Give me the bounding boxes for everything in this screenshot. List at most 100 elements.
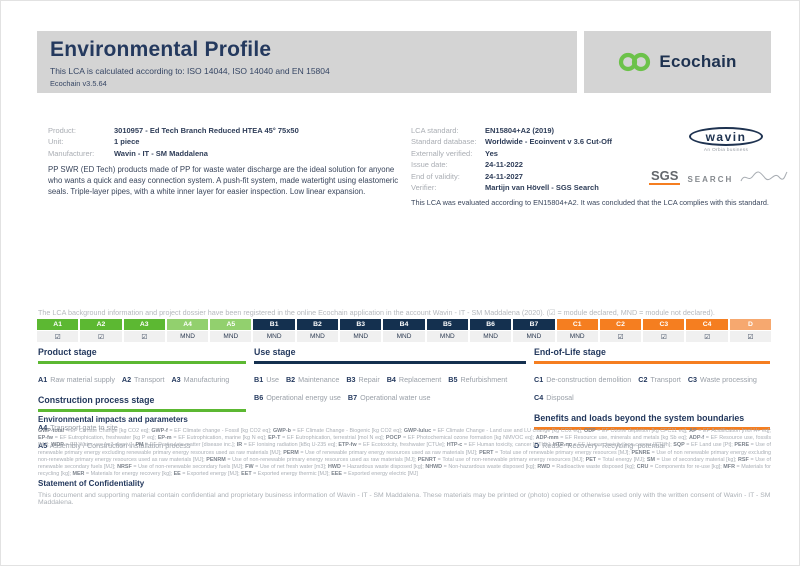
stage-item-C2: C2 Transport <box>638 375 681 384</box>
module-cell-D: D <box>729 319 772 330</box>
lca-info-row: Issue date: 24-11-2022 <box>411 159 612 170</box>
lca-info-label: Verifier: <box>411 183 437 193</box>
module-cell-A5: A5 <box>210 319 252 330</box>
product-info-value: 1 piece <box>114 137 140 147</box>
wavin-logo-text: wavin <box>705 129 747 144</box>
module-cell-B6: B6 <box>469 319 512 330</box>
module-status-row: ☑ ☑ ☑ MND MND MND MND MND MND MND MND MND MND ☑ ☑ ☑ ☑ <box>37 331 772 342</box>
lca-info-row: LCA standard: EN15804+A2 (2019) <box>411 125 612 136</box>
stage-items: B1 Use B2 Maintenance B3 Repair B4 Replacem… <box>254 369 526 405</box>
stage-item-A2: A2 Transport <box>121 375 165 384</box>
module-cell-C4: C4 <box>686 319 728 330</box>
ecochain-infinity-icon <box>619 52 651 72</box>
page-title: Environmental Profile <box>50 38 272 61</box>
module-cell-B2: B2 <box>296 319 339 330</box>
product-info-label: Unit: <box>48 137 64 147</box>
stage-heading: Use stage <box>254 347 526 364</box>
stage-item-C4: C4 Disposal <box>534 393 574 402</box>
app-version: Ecochain v3.5.64 <box>50 79 107 88</box>
stage-item-A4: A4 Transport gate to site <box>38 423 118 432</box>
lca-info-value: Yes <box>485 148 498 158</box>
stage-item-C3: C3 Waste processing <box>687 375 757 384</box>
search-logo-text: SEARCH <box>687 175 734 184</box>
impacts-section: Environmental impacts and parameters GWP… <box>38 415 771 478</box>
confidentiality-section: Statement of Confidentiality This docume… <box>38 479 771 506</box>
lca-info-row: Standard database: Worldwide - Ecoinvent … <box>411 136 612 147</box>
module-cell-A4: A4 <box>166 319 209 330</box>
stage-heading: End-of-Life stage <box>534 347 770 364</box>
lca-info-value: 24-11-2027 <box>485 171 523 181</box>
header-subtitle: This LCA is calculated according to: ISO… <box>50 66 330 76</box>
sgs-logo: SGS <box>649 168 681 185</box>
lca-info-label: Issue date: <box>411 160 448 170</box>
wavin-logo-oval: wavin <box>689 127 763 146</box>
stage-column-1: Product stage A1 Raw material supply A2 Tr… <box>38 347 246 455</box>
lca-info-row: Externally verified: Yes <box>411 148 612 159</box>
product-info-row: Unit: 1 piece <box>48 136 299 147</box>
lca-info-value: Martijn van Hövell - SGS Search <box>485 183 599 193</box>
lca-info-label: LCA standard: <box>411 126 459 135</box>
module-status-C4: ☑ <box>686 331 728 342</box>
module-status-C2: ☑ <box>599 331 642 342</box>
product-info-list: Product: 3010957 - Ed Tech Branch Reduced… <box>48 125 299 159</box>
stage-heading: Product stage <box>38 347 246 364</box>
module-status-A5: MND <box>210 331 252 342</box>
module-status-B1: MND <box>253 331 295 342</box>
stage-column-3: End-of-Life stage C1 De-construction demo… <box>534 347 770 455</box>
stage-items: D Reuse- Recovery- Recycling- potential <box>534 435 770 453</box>
product-info-value: Wavin - IT - SM Maddalena <box>114 148 208 158</box>
evaluation-note: This LCA was evaluated according to EN15… <box>411 198 769 207</box>
product-info-row: Manufacturer: Wavin - IT - SM Maddalena <box>48 148 299 159</box>
module-cell-C2: C2 <box>599 319 642 330</box>
lca-info-value: Worldwide - Ecoinvent v 3.6 Cut-Off <box>485 137 612 147</box>
module-status-A1: ☑ <box>37 331 79 342</box>
stage-item-B1: B1 Use <box>254 375 279 384</box>
stage-item-A5: A5 Assembly / Construction installation … <box>38 441 191 450</box>
stage-heading: Benefits and loads beyond the system bou… <box>534 413 770 430</box>
product-info-label: Manufacturer: <box>48 148 95 158</box>
confidentiality-text: This document and supporting material co… <box>38 492 771 506</box>
module-status-C1: MND <box>556 331 598 342</box>
module-cell-A3: A3 <box>123 319 165 330</box>
lca-info-label: End of validity: <box>411 171 460 181</box>
wavin-logo: wavin An Orbia business <box>689 127 763 153</box>
module-cell-B4: B4 <box>383 319 425 330</box>
impacts-heading: Environmental impacts and parameters <box>38 415 188 424</box>
ecochain-logo-text: Ecochain <box>659 52 737 71</box>
stage-item-A1: A1 Raw material supply <box>38 375 115 384</box>
verifier-signature <box>740 171 788 182</box>
stage-item-C1: C1 De-construction demolition <box>534 375 632 384</box>
module-status-D: ☑ <box>729 331 772 342</box>
module-status-B6: MND <box>469 331 512 342</box>
product-description: PP SWR (ED Tech) products made of PP for… <box>48 165 399 196</box>
module-cell-B1: B1 <box>253 319 295 330</box>
registration-note: The LCA background information and proje… <box>38 308 715 317</box>
lca-info-value: 24-11-2022 <box>485 160 523 170</box>
lca-info-row: End of validity: 24-11-2027 <box>411 171 612 182</box>
confidentiality-heading: Statement of Confidentiality <box>38 479 145 488</box>
module-status-C3: ☑ <box>643 331 685 342</box>
module-status-A2: ☑ <box>80 331 122 342</box>
stage-item-B4: B4 Replacement <box>386 375 442 384</box>
lca-info-label: Externally verified: <box>411 148 473 158</box>
module-cell-A1: A1 <box>37 319 79 330</box>
lca-info-label: Standard database: <box>411 137 477 147</box>
module-cell-B7: B7 <box>513 319 555 330</box>
wavin-logo-tagline: An Orbia business <box>703 148 749 153</box>
module-status-B2: MND <box>296 331 339 342</box>
stage-item-A3: A3 Manufacturing <box>171 375 230 384</box>
module-status-B7: MND <box>513 331 555 342</box>
module-cell-B3: B3 <box>340 319 382 330</box>
stage-item-D: D Reuse- Recovery- Recycling- potential <box>534 441 665 450</box>
lca-info-row: Verifier: Martijn van Hövell - SGS Search <box>411 182 612 193</box>
stage-heading: Construction process stage <box>38 395 246 412</box>
module-status-B5: MND <box>426 331 468 342</box>
lca-info-list: LCA standard: EN15804+A2 (2019) Standard d… <box>411 125 612 193</box>
impacts-abbreviations: GWP-total = EF Climate Change [kg CO2 eq… <box>38 428 772 478</box>
module-declaration-table: A1 A2 A3 A4 A5 B1 B2 B3 B4 B5 B6 B7 C1 C2 C3 C4 D ☑ ☑ ☑ MND… <box>37 319 772 343</box>
stage-items: C1 De-construction demolition C2 Transpor… <box>534 369 770 405</box>
product-info-row: Product: 3010957 - Ed Tech Branch Reduced… <box>48 125 299 136</box>
stage-item-B5: B5 Refurbishment <box>448 375 508 384</box>
stage-items: A4 Transport gate to site A5 Assembly / C… <box>38 417 246 453</box>
